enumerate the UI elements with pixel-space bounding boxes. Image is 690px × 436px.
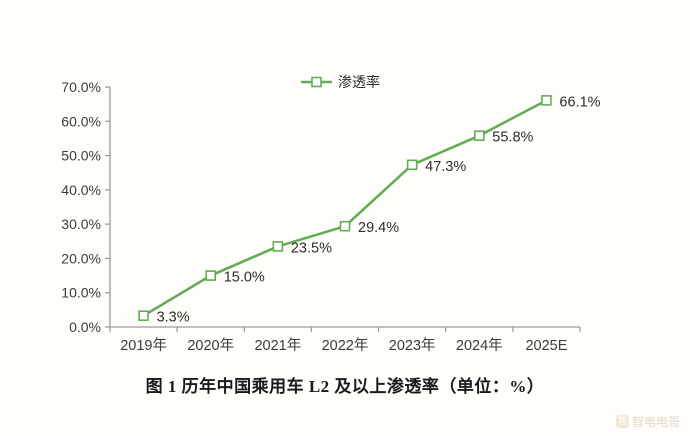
y-tick-label: 40.0%: [61, 182, 101, 198]
x-tick-label: 2022年: [322, 337, 369, 354]
data-label: 15.0%: [224, 270, 265, 286]
data-point-marker: [541, 95, 552, 106]
y-tick-label: 60.0%: [61, 113, 101, 129]
x-tick-label: 2019年: [120, 337, 167, 354]
data-label: 66.1%: [559, 94, 600, 110]
x-tick-label: 2021年: [254, 337, 301, 354]
series-line: [142, 99, 548, 317]
data-point-marker: [406, 159, 418, 171]
x-tick-label: 2020年: [187, 337, 234, 354]
y-tick-label: 10.0%: [61, 285, 101, 301]
data-point-marker: [138, 310, 149, 321]
data-point-marker: [205, 270, 217, 281]
penetration-rate-line-chart: 0.0% 10.0% 20.0% 30.0% 40.0% 50.0% 60.0% 70.0% 2…: [61, 74, 600, 354]
data-label: 23.5%: [291, 240, 332, 256]
y-tick-label: 0.0%: [69, 319, 101, 335]
data-label: 47.3%: [425, 159, 466, 175]
legend-marker: [311, 76, 322, 88]
x-tick-label: 2024年: [456, 337, 503, 354]
figure-caption: 图 1 历年中国乘用车 L2 及以上渗透率（单位：%）: [145, 377, 545, 396]
data-point-marker: [339, 220, 351, 232]
data-label: 29.4%: [358, 220, 399, 236]
data-label: 55.8%: [492, 130, 533, 146]
data-label: 3.3%: [157, 310, 190, 326]
watermark-text: 智电电哥: [631, 415, 680, 429]
watermark: 智 智电电哥: [615, 413, 680, 430]
legend-label: 渗透率: [338, 74, 380, 90]
x-tick-label: 2023年: [389, 337, 436, 354]
x-tick-label: 2025E: [525, 338, 567, 354]
y-tick-label: 50.0%: [61, 148, 101, 164]
data-point-marker: [473, 130, 485, 141]
y-tick-label: 70.0%: [61, 79, 101, 95]
data-point-marker: [272, 241, 284, 252]
y-tick-label: 20.0%: [61, 250, 101, 266]
y-tick-label: 30.0%: [61, 216, 101, 232]
watermark-logo-icon: 智: [615, 415, 629, 428]
